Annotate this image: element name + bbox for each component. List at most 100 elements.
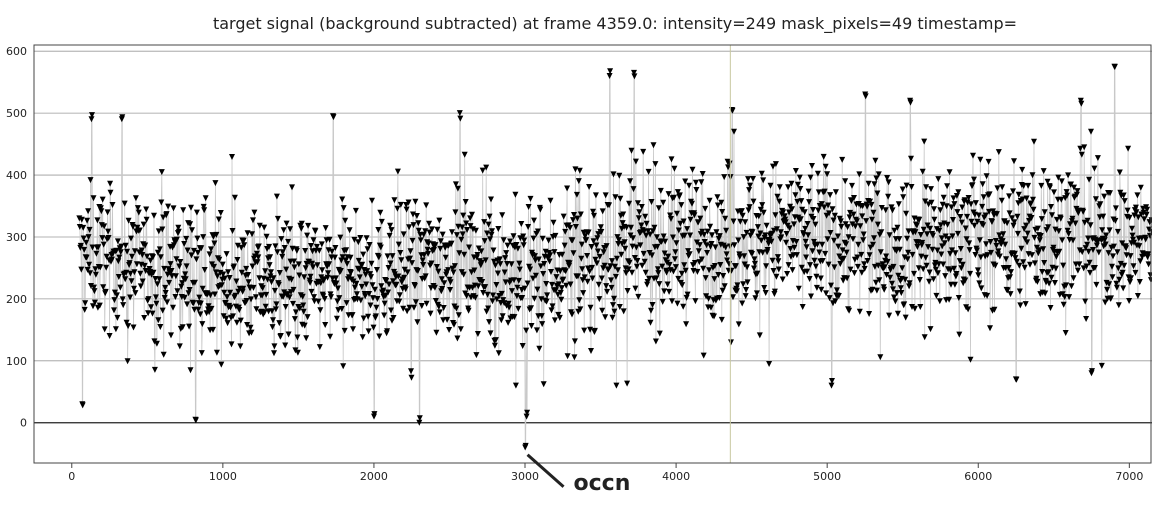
- data-point: [899, 265, 906, 272]
- data-point: [414, 268, 421, 274]
- data-point: [319, 267, 326, 274]
- data-point: [337, 234, 344, 241]
- data-point: [788, 180, 795, 187]
- data-point: [519, 295, 526, 301]
- data-point: [374, 296, 381, 302]
- data-point: [684, 291, 691, 298]
- data-point: [211, 240, 218, 247]
- data-point: [913, 222, 920, 229]
- data-point: [825, 261, 832, 268]
- data-point: [845, 234, 852, 241]
- data-point: [270, 317, 276, 324]
- data-point: [1078, 100, 1085, 107]
- data-point: [394, 168, 401, 175]
- data-point: [457, 326, 464, 333]
- data-point: [851, 270, 858, 277]
- data-point: [714, 202, 721, 209]
- data-point: [157, 254, 164, 261]
- data-point: [742, 219, 749, 226]
- data-point: [99, 196, 106, 203]
- data-point: [1060, 262, 1067, 269]
- data-point: [287, 226, 294, 233]
- data-point: [1129, 225, 1135, 232]
- data-point: [358, 283, 365, 290]
- data-point: [1120, 192, 1127, 199]
- data-point: [197, 311, 204, 318]
- data-point: [1011, 219, 1018, 226]
- data-point: [815, 189, 822, 196]
- data-point: [572, 166, 579, 173]
- data-point: [1086, 259, 1093, 266]
- data-point: [1056, 248, 1063, 255]
- data-point: [310, 264, 316, 271]
- data-point: [983, 173, 990, 180]
- data-point: [249, 263, 256, 270]
- data-point: [566, 260, 573, 267]
- data-point: [229, 154, 235, 160]
- data-point: [362, 293, 369, 300]
- data-point: [561, 242, 568, 249]
- data-point: [872, 279, 879, 286]
- data-point: [728, 339, 734, 346]
- data-point: [188, 252, 195, 259]
- data-point: [770, 163, 776, 170]
- data-point: [615, 241, 622, 247]
- data-point: [822, 250, 829, 257]
- data-point: [322, 225, 329, 232]
- data-point: [105, 235, 112, 241]
- data-point: [571, 354, 578, 361]
- data-point: [317, 307, 324, 314]
- data-point: [612, 194, 619, 201]
- data-point: [407, 255, 414, 262]
- data-point: [247, 324, 254, 331]
- data-point: [514, 245, 521, 252]
- data-point: [349, 312, 356, 319]
- data-point: [461, 251, 468, 258]
- data-point: [1131, 239, 1137, 246]
- data-point: [422, 273, 429, 280]
- data-point: [1045, 224, 1052, 231]
- data-point: [800, 231, 807, 238]
- data-point: [534, 286, 541, 293]
- data-point: [1040, 168, 1047, 175]
- data-point: [155, 317, 162, 324]
- data-point: [461, 151, 468, 158]
- data-point: [682, 267, 689, 274]
- data-point: [149, 310, 156, 317]
- data-point: [622, 245, 629, 252]
- data-point: [715, 272, 722, 278]
- data-point: [369, 197, 375, 204]
- data-point: [1027, 261, 1033, 268]
- data-point: [709, 232, 715, 239]
- data-point: [371, 413, 377, 420]
- data-point: [832, 298, 839, 305]
- data-point: [609, 314, 616, 321]
- data-point: [499, 313, 506, 320]
- data-point: [1028, 200, 1034, 207]
- data-point: [339, 254, 346, 261]
- data-point: [511, 277, 517, 284]
- data-point: [160, 351, 167, 358]
- data-point: [836, 253, 843, 260]
- data-point: [950, 217, 956, 223]
- data-point: [272, 243, 279, 250]
- data-point: [595, 281, 602, 288]
- data-point: [933, 226, 940, 233]
- data-point: [1090, 247, 1096, 253]
- data-point: [381, 300, 388, 307]
- data-point: [631, 73, 638, 80]
- data-point: [1117, 260, 1124, 267]
- data-point: [519, 343, 526, 349]
- data-point: [889, 207, 896, 214]
- data-point: [236, 307, 243, 313]
- data-point: [1092, 196, 1099, 203]
- data-point: [1101, 237, 1108, 244]
- data-point: [1136, 243, 1143, 250]
- data-point: [952, 250, 959, 257]
- data-point: [873, 175, 880, 182]
- data-point: [451, 263, 458, 270]
- data-point: [606, 202, 613, 209]
- data-point: [599, 208, 606, 215]
- data-point: [487, 330, 494, 337]
